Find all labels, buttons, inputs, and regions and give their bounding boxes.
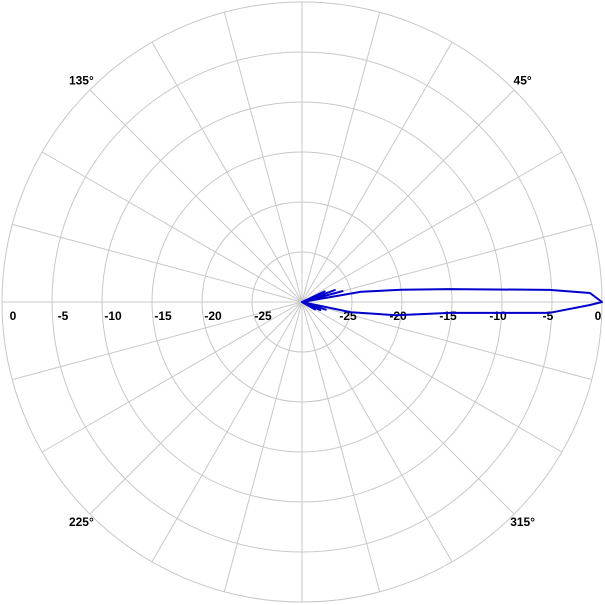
r-tick-label: 0 [10, 309, 17, 323]
r-tick-label: -20 [204, 309, 222, 323]
ring-line [101, 101, 503, 503]
theta-tick-label: 45° [514, 74, 532, 88]
r-tick-label: -20 [389, 309, 407, 323]
ring-line [251, 251, 353, 353]
r-tick-label: -15 [154, 309, 172, 323]
ring-line [51, 51, 553, 553]
r-tick-label: -5 [543, 309, 554, 323]
theta-tick-label: 135° [69, 74, 94, 88]
r-tick-label: -5 [58, 309, 69, 323]
ring-line [201, 201, 403, 403]
r-tick-label: -10 [489, 309, 507, 323]
r-tick-label: -10 [104, 309, 122, 323]
r-tick-label: 0 [595, 309, 602, 323]
ring-line [151, 151, 453, 453]
r-tick-label: -15 [439, 309, 457, 323]
theta-tick-label: 315° [510, 515, 535, 529]
theta-tick-label: 225° [69, 515, 94, 529]
pattern-line [301, 288, 603, 317]
r-tick-label: -25 [254, 309, 272, 323]
